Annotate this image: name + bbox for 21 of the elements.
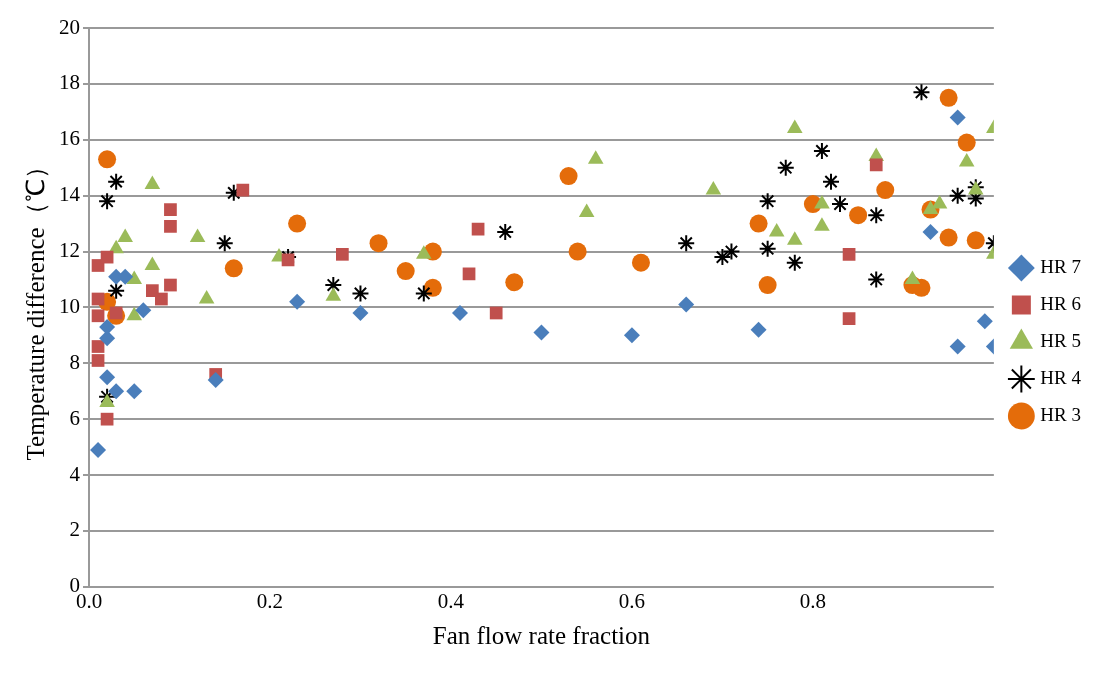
y-tick-label: 18 <box>59 70 80 95</box>
y-tick-label: 12 <box>59 238 80 263</box>
y-tick-label: 16 <box>59 126 80 151</box>
y-tick-label: 2 <box>69 517 80 542</box>
legend-label: HR 3 <box>1040 403 1082 425</box>
y-axis-title: Temperature difference（℃） <box>21 154 49 461</box>
y-tick-label: 4 <box>69 461 81 486</box>
x-tick-label: 0.4 <box>437 588 465 613</box>
y-tick-label: 8 <box>69 349 80 374</box>
legend-label: HR 4 <box>1040 366 1082 388</box>
legend-label: HR 5 <box>1040 329 1082 351</box>
y-tick-label: 6 <box>69 405 80 430</box>
x-tick-label: 0.6 <box>618 588 646 613</box>
legend-label: HR 7 <box>1040 255 1082 277</box>
x-axis-title: Fan flow rate fraction <box>432 621 651 649</box>
x-tick-label: 0.8 <box>799 588 827 613</box>
y-tick-label: 20 <box>59 14 80 39</box>
x-tick-label: 0.2 <box>256 588 284 613</box>
y-tick-label: 10 <box>59 293 80 318</box>
y-tick-label: 14 <box>59 182 81 207</box>
legend-label: HR 6 <box>1040 292 1082 314</box>
